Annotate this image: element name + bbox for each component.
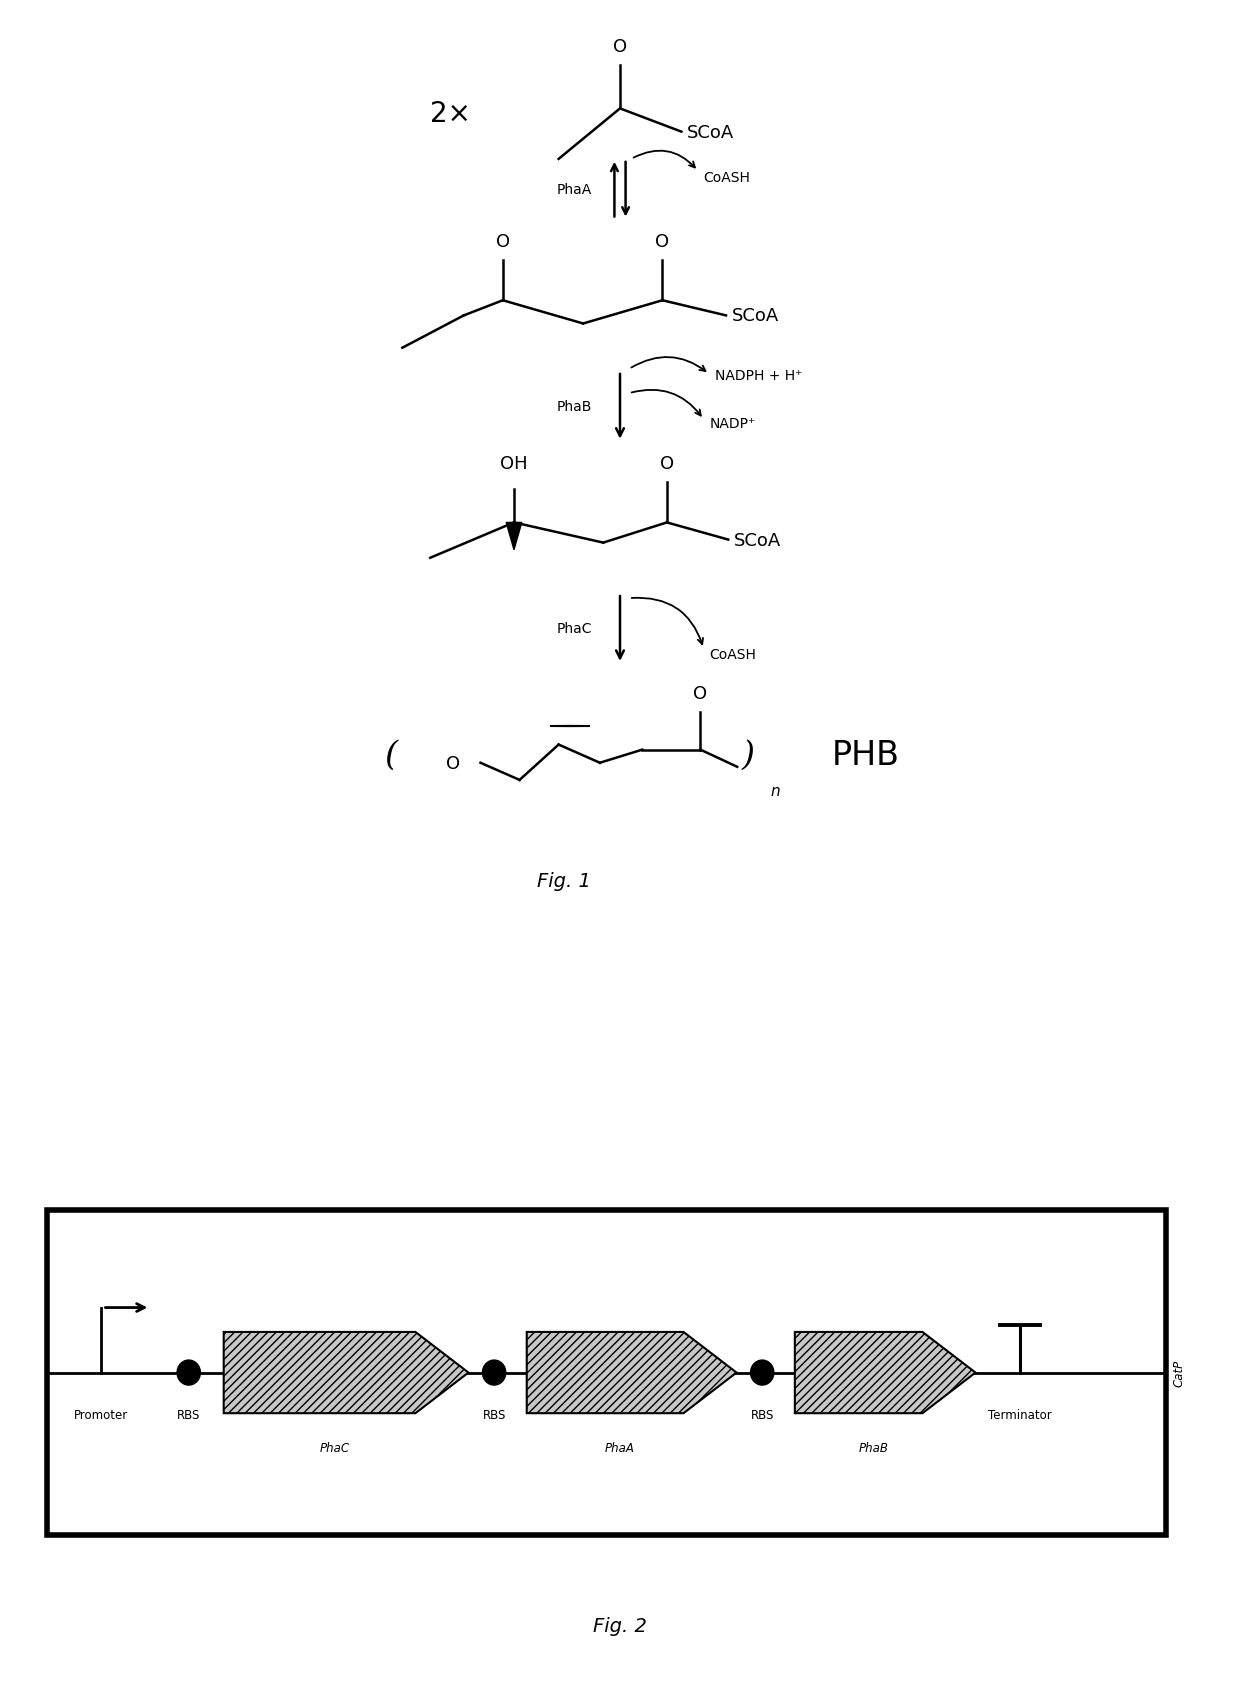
Text: (: (	[384, 738, 398, 772]
Text: SCoA: SCoA	[687, 123, 734, 141]
Text: 2×: 2×	[430, 101, 471, 128]
Text: PhaC: PhaC	[320, 1441, 350, 1455]
Text: O: O	[693, 685, 707, 703]
Text: RBS: RBS	[750, 1408, 774, 1421]
Text: PhaA: PhaA	[557, 183, 593, 197]
Text: O: O	[660, 454, 673, 473]
Text: PhaB: PhaB	[557, 400, 593, 414]
Polygon shape	[795, 1332, 976, 1413]
Circle shape	[482, 1361, 506, 1386]
Text: O: O	[656, 232, 670, 251]
Circle shape	[750, 1361, 774, 1386]
Text: RBS: RBS	[482, 1408, 506, 1421]
Text: O: O	[445, 754, 460, 772]
Text: Terminator: Terminator	[988, 1408, 1052, 1421]
Text: RBS: RBS	[177, 1408, 201, 1421]
Polygon shape	[506, 523, 522, 550]
Text: Fig. 2: Fig. 2	[593, 1616, 647, 1635]
Text: NADP⁺: NADP⁺	[709, 417, 755, 431]
Text: O: O	[613, 39, 627, 56]
FancyBboxPatch shape	[47, 1211, 1166, 1536]
Text: CoASH: CoASH	[709, 648, 756, 661]
Text: PhaA: PhaA	[605, 1441, 635, 1455]
Polygon shape	[223, 1332, 469, 1413]
Text: SCoA: SCoA	[734, 532, 781, 550]
Text: PhaB: PhaB	[858, 1441, 888, 1455]
Text: ): )	[742, 738, 755, 772]
Text: CatP: CatP	[1173, 1359, 1185, 1386]
Text: CoASH: CoASH	[704, 172, 750, 185]
Text: PhaC: PhaC	[557, 622, 593, 636]
Text: Fig. 1: Fig. 1	[537, 871, 591, 891]
Text: Promoter: Promoter	[74, 1408, 129, 1421]
Text: O: O	[496, 232, 510, 251]
Text: OH: OH	[500, 454, 528, 473]
Text: PHB: PHB	[832, 738, 899, 772]
Text: SCoA: SCoA	[732, 308, 779, 325]
Polygon shape	[527, 1332, 737, 1413]
Text: n: n	[770, 784, 780, 799]
Text: NADPH + H⁺: NADPH + H⁺	[714, 368, 802, 383]
Circle shape	[177, 1361, 201, 1386]
